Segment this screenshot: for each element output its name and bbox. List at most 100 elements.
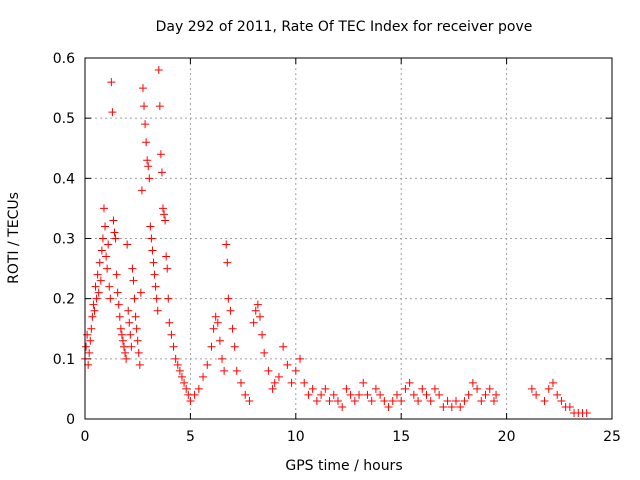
data-point	[158, 204, 167, 213]
data-point	[401, 384, 410, 393]
data-point	[110, 228, 119, 237]
x-axis-ticks: 0 5 10 15 20 25	[81, 58, 621, 445]
data-point	[255, 312, 264, 321]
data-point	[287, 378, 296, 387]
data-point	[241, 390, 250, 399]
data-point	[392, 390, 401, 399]
data-point	[107, 78, 116, 87]
data-point	[264, 366, 273, 375]
data-point	[163, 264, 172, 273]
data-point	[144, 162, 153, 171]
data-point	[215, 336, 224, 345]
data-point	[97, 246, 106, 255]
data-point	[540, 396, 549, 405]
data-point	[477, 396, 486, 405]
data-point	[268, 384, 277, 393]
data-point	[245, 396, 254, 405]
data-point	[492, 390, 501, 399]
data-point	[452, 396, 461, 405]
data-point	[359, 378, 368, 387]
data-point	[557, 396, 566, 405]
data-point	[363, 390, 372, 399]
data-point	[380, 396, 389, 405]
chart-title: Day 292 of 2011, Rate Of TEC Index for r…	[156, 19, 533, 35]
data-point	[317, 390, 326, 399]
data-point	[207, 342, 216, 351]
data-point	[122, 354, 131, 363]
data-point	[544, 384, 553, 393]
data-point	[180, 378, 189, 387]
y-tick-label: 0.1	[53, 352, 75, 368]
data-point	[164, 294, 173, 303]
data-point	[182, 384, 191, 393]
data-point	[548, 378, 557, 387]
data-point	[199, 372, 208, 381]
data-point	[418, 384, 427, 393]
data-point	[582, 408, 591, 417]
data-point	[130, 294, 139, 303]
data-point	[333, 396, 342, 405]
data-point	[134, 348, 143, 357]
data-point	[171, 354, 180, 363]
data-point	[329, 390, 338, 399]
data-point	[430, 384, 439, 393]
y-tick-label: 0.5	[53, 111, 75, 127]
data-point	[346, 390, 355, 399]
data-point	[226, 306, 235, 315]
data-point	[103, 264, 112, 273]
data-point	[98, 234, 107, 243]
data-point	[251, 306, 260, 315]
data-point	[138, 84, 147, 93]
data-point	[209, 324, 218, 333]
data-point	[371, 384, 380, 393]
data-point	[152, 294, 161, 303]
data-point	[109, 216, 118, 225]
data-point	[367, 396, 376, 405]
data-point	[88, 312, 97, 321]
data-point	[553, 390, 562, 399]
plot-frame	[84, 57, 613, 420]
data-point	[190, 390, 199, 399]
data-point	[160, 210, 169, 219]
data-point	[228, 324, 237, 333]
data-point	[321, 384, 330, 393]
data-point	[175, 366, 184, 375]
data-point	[473, 384, 482, 393]
data-point	[119, 342, 128, 351]
data-point	[218, 354, 227, 363]
data-point	[96, 276, 105, 285]
x-tick-label: 20	[498, 429, 516, 445]
data-point	[116, 324, 125, 333]
data-point	[101, 222, 110, 231]
data-point	[92, 294, 101, 303]
data-point	[236, 378, 245, 387]
data-point	[142, 138, 151, 147]
data-point	[140, 102, 149, 111]
data-point	[141, 120, 150, 129]
data-point	[156, 150, 165, 159]
data-point	[350, 396, 359, 405]
data-point	[114, 300, 123, 309]
data-point	[132, 324, 141, 333]
data-point	[481, 390, 490, 399]
data-point	[203, 360, 212, 369]
data-point	[147, 234, 156, 243]
data-point	[527, 384, 536, 393]
data-point	[194, 384, 203, 393]
data-point	[388, 396, 397, 405]
data-point	[270, 378, 279, 387]
data-point	[121, 348, 130, 357]
data-point	[112, 270, 121, 279]
data-point	[105, 282, 114, 291]
data-point	[115, 312, 124, 321]
grid-layer	[85, 58, 612, 419]
data-point	[274, 372, 283, 381]
data-point	[342, 384, 351, 393]
data-point	[222, 240, 231, 249]
data-point	[129, 276, 138, 285]
data-point	[127, 342, 136, 351]
data-point	[91, 282, 100, 291]
data-point	[153, 306, 162, 315]
data-point	[113, 288, 122, 297]
data-point	[447, 402, 456, 411]
